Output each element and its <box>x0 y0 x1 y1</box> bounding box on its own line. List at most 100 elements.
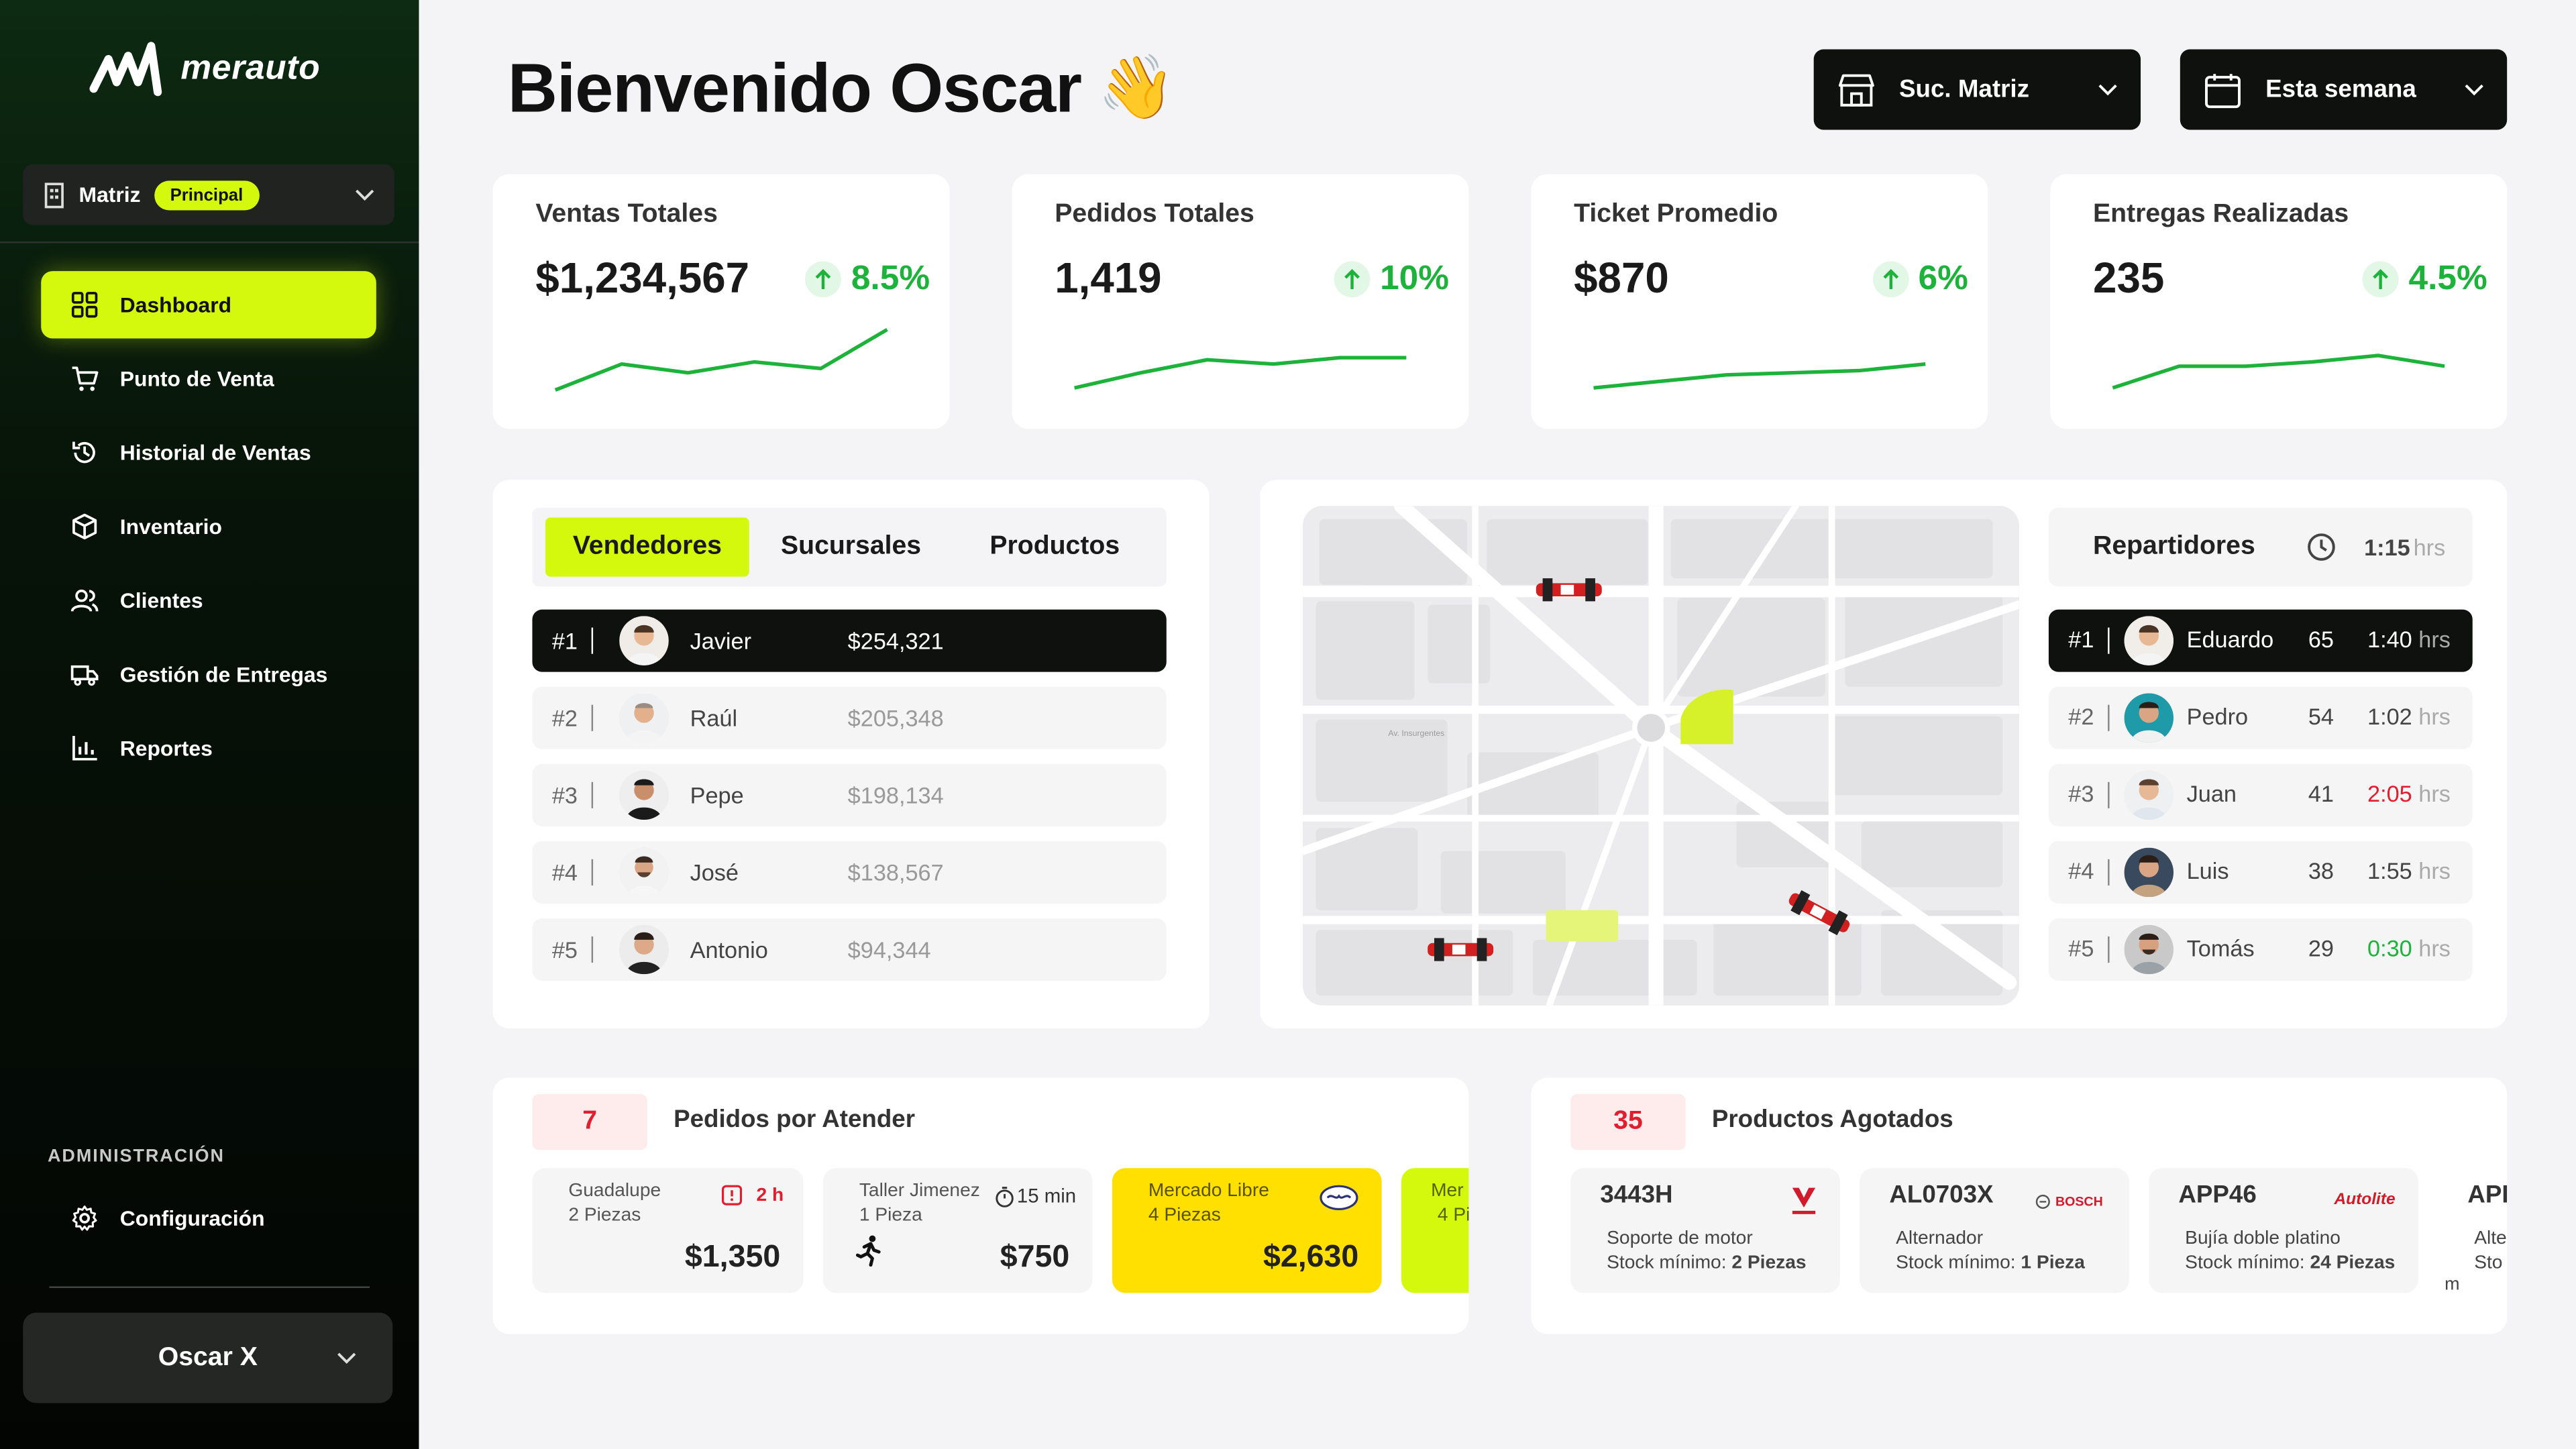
kpi-value: 1,419 <box>1055 253 1162 303</box>
kpi-sparkline <box>1074 356 1407 390</box>
seller-row[interactable]: #4 José $138,567 <box>532 841 1167 904</box>
kpi-change-value: 10% <box>1380 259 1450 298</box>
stopwatch-icon <box>996 1185 1014 1207</box>
order-card[interactable]: Taller Jimenez 1 Pieza 15 min $750 <box>822 1168 1093 1293</box>
tab-productos[interactable]: Productos <box>989 532 1120 561</box>
driver-row[interactable]: #2 Pedro 54 1:02 hrs <box>2048 686 2473 749</box>
clock-history-icon <box>2308 533 2335 561</box>
arrow-up-icon <box>1872 261 1909 298</box>
driver-name: Eduardo <box>2186 626 2274 653</box>
rank-number: #4 <box>551 859 578 886</box>
nav-clientes[interactable]: Clientes <box>41 567 376 634</box>
rank-number: #3 <box>551 782 578 808</box>
avg-time: 1:15 <box>2364 533 2410 561</box>
tab-vendedores[interactable]: Vendedores <box>545 517 749 577</box>
kpi-card-ventas[interactable]: Ventas Totales $1,234,567 8.5% <box>492 174 950 429</box>
driver-row[interactable]: #5 Tomás 29 0:30 hrs <box>2048 918 2473 981</box>
kpi-change: 4.5% <box>2362 260 2487 299</box>
seller-amount: $198,134 <box>847 782 944 808</box>
alert-icon <box>722 1185 743 1205</box>
ranking-card: Vendedores Sucursales Productos #1 Javie… <box>492 480 1210 1029</box>
avatar <box>619 924 669 975</box>
order-customer: Mer <box>1431 1181 1464 1201</box>
user-name: Oscar X <box>158 1343 258 1371</box>
order-card[interactable]: Mer 4 Pi <box>1401 1168 1469 1293</box>
period-filter-button[interactable]: Esta semana <box>2180 49 2508 130</box>
map-canvas: Av. Insurgentes <box>1303 506 2019 1006</box>
product-card[interactable]: 3443H Soporte de motor Stock mínimo: 2 P… <box>1570 1168 1840 1293</box>
seller-row[interactable]: #2 Raúl $205,348 <box>532 686 1167 749</box>
driver-count: 65 <box>2308 626 2334 653</box>
avatar <box>2124 770 2174 820</box>
order-card[interactable]: Guadalupe 2 Piezas 2 h $1,350 <box>532 1168 804 1293</box>
kpi-title: Pedidos Totales <box>1055 200 1254 229</box>
branch-selector[interactable]: Matriz Principal <box>23 164 394 225</box>
sidebar-divider <box>0 241 419 244</box>
rank-number: #1 <box>2068 626 2094 653</box>
nav-historial-de-ventas[interactable]: Historial de Ventas <box>41 419 376 486</box>
kpi-value: $870 <box>1574 253 1669 303</box>
period-filter-label: Esta semana <box>2265 75 2416 104</box>
nav-inventario[interactable]: Inventario <box>41 493 376 560</box>
kpi-card-pedidos[interactable]: Pedidos Totales 1,419 10% <box>1012 174 1469 429</box>
branch-name: Matriz <box>78 182 141 207</box>
separator <box>591 859 594 886</box>
time-value: 1:02 <box>2367 703 2412 730</box>
order-customer: Taller Jimenez <box>859 1181 980 1201</box>
order-customer: Guadalupe <box>568 1181 661 1201</box>
truck-icon <box>70 665 99 686</box>
nav-reportes[interactable]: Reportes <box>41 714 376 782</box>
kpi-value: $1,234,567 <box>535 253 750 303</box>
driver-time: 1:55 hrs <box>2367 857 2451 883</box>
kpi-title: Ticket Promedio <box>1574 200 1778 229</box>
time-unit: hrs <box>2418 934 2451 961</box>
brand-logo[interactable]: merauto <box>89 40 320 99</box>
driver-row[interactable]: #4 Luis 38 1:55 hrs <box>2048 841 2473 904</box>
autolite-logo: Autolite <box>2334 1191 2396 1210</box>
admin-section-label: ADMINISTRACIÓN <box>48 1146 225 1167</box>
product-card[interactable]: APP46 Autolite Bujía doble platino Stock… <box>2149 1168 2418 1293</box>
order-wait-time: 2 h <box>756 1185 784 1205</box>
product-card[interactable]: API Alte Sto <box>2438 1168 2507 1293</box>
product-stock: Stock mínimo: 2 Piezas <box>1607 1254 1806 1273</box>
nav-label: Punto de Venta <box>119 366 274 391</box>
time-value-late: 2:05 <box>2367 780 2412 807</box>
driver-row[interactable]: #1 Eduardo 65 1:40 hrs <box>2048 609 2473 672</box>
nav-punto-de-venta[interactable]: Punto de Venta <box>41 345 376 412</box>
seller-row[interactable]: #3 Pepe $198,134 <box>532 763 1167 826</box>
separator <box>2108 782 2110 808</box>
mercadolibre-icon <box>1320 1185 1358 1211</box>
driver-row[interactable]: #3 Juan 41 2:05 hrs <box>2048 763 2473 826</box>
avatar <box>619 847 669 898</box>
pending-orders-title: Pedidos por Atender <box>674 1106 916 1134</box>
product-stock: Stock mínimo: 24 Piezas <box>2185 1254 2395 1273</box>
order-card[interactable]: Mercado Libre 4 Piezas $2,630 <box>1112 1168 1382 1293</box>
nav-configuracion[interactable]: Configuración <box>41 1185 376 1252</box>
bosch-brand: BOSCH <box>2055 1194 2103 1210</box>
car-marker-icon <box>1536 578 1602 602</box>
product-card[interactable]: AL0703X BOSCH Alternador Stock mínimo: 1… <box>1860 1168 2129 1293</box>
branch-filter-button[interactable]: Suc. Matriz <box>1813 49 2141 130</box>
page-title: Bienvenido Oscar 👋 <box>508 49 1175 128</box>
driver-count: 38 <box>2308 857 2334 884</box>
kpi-card-entregas[interactable]: Entregas Realizadas 235 4.5% <box>2050 174 2508 429</box>
brand-name: merauto <box>180 49 321 87</box>
kpi-change: 8.5% <box>805 260 930 299</box>
time-unit: hrs <box>2418 780 2451 807</box>
pending-count-badge: 7 <box>532 1094 647 1150</box>
kpi-card-ticket[interactable]: Ticket Promedio $870 6% <box>1531 174 1988 429</box>
seller-row[interactable]: #5 Antonio $94,344 <box>532 918 1167 981</box>
nav-gestion-de-entregas[interactable]: Gestión de Entregas <box>41 641 376 708</box>
user-menu[interactable]: Oscar X <box>23 1312 393 1403</box>
driver-name: Tomás <box>2186 934 2255 961</box>
seller-row[interactable]: #1 Javier $254,321 <box>532 609 1167 672</box>
driver-time: 1:40 hrs <box>2367 626 2451 652</box>
tab-sucursales[interactable]: Sucursales <box>781 532 922 561</box>
stock-label: Stock mínimo: <box>1896 1253 2016 1273</box>
delivery-map[interactable]: Av. Insurgentes <box>1303 506 2019 1006</box>
product-code: APP46 <box>2178 1181 2257 1210</box>
nav-label: Dashboard <box>119 292 232 317</box>
nav-dashboard[interactable]: Dashboard <box>41 271 376 339</box>
avatar <box>619 616 669 665</box>
